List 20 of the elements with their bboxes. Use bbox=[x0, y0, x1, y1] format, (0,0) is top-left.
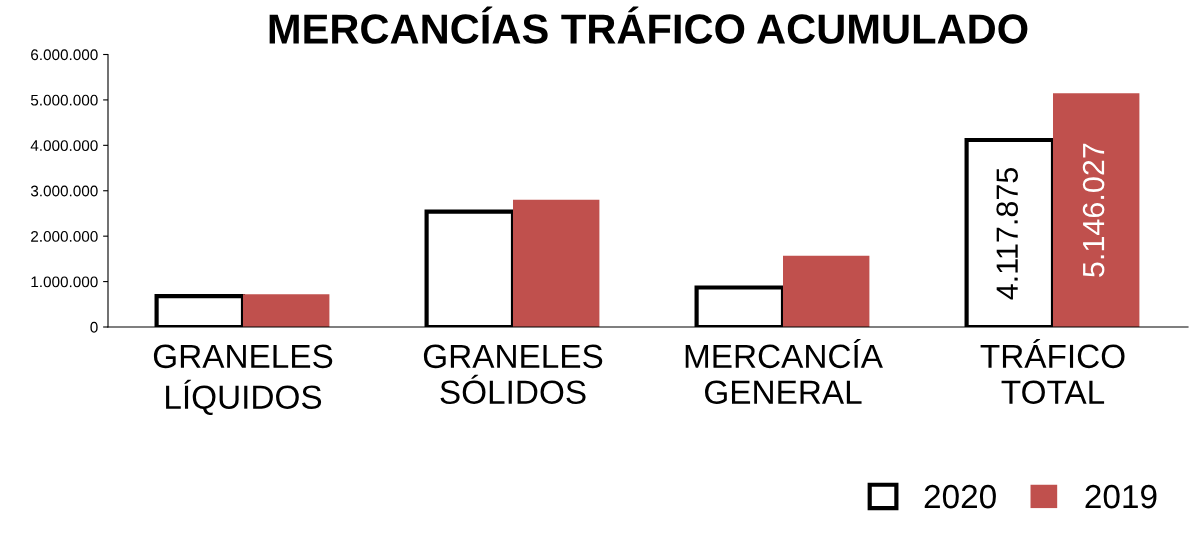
bar bbox=[783, 255, 870, 327]
legend-label: 2020 bbox=[924, 484, 996, 509]
x-tick-label: TRÁFICO TOTAL bbox=[980, 338, 1125, 405]
y-tick-label: 1.000.000 bbox=[31, 276, 98, 288]
x-tick-label: GRANELES LÍQUIDOS bbox=[153, 344, 333, 415]
y-tick-label: 0 bbox=[90, 321, 98, 333]
x-tick-label: GRANELES SÓLIDOS bbox=[423, 344, 603, 405]
data-label: 4.117.875 bbox=[996, 167, 1018, 300]
chart-title: MERCANCÍAS TRÁFICO ACUMULADO bbox=[269, 6, 1028, 44]
bar bbox=[1053, 93, 1140, 327]
data-label: 5.146.027 bbox=[1082, 143, 1105, 277]
y-tick-label: 3.000.000 bbox=[30, 185, 98, 197]
bar bbox=[513, 199, 600, 327]
y-tick-label: 4.000.000 bbox=[30, 140, 98, 152]
legend-label: 2019 bbox=[1085, 484, 1157, 509]
y-tick-label: 5.000.000 bbox=[30, 94, 98, 106]
bar bbox=[243, 294, 330, 327]
y-tick-label: 6.000.000 bbox=[31, 49, 98, 61]
x-tick-label: MERCANCÍA GENERAL bbox=[685, 338, 883, 405]
y-tick-label: 2.000.000 bbox=[31, 231, 98, 242]
